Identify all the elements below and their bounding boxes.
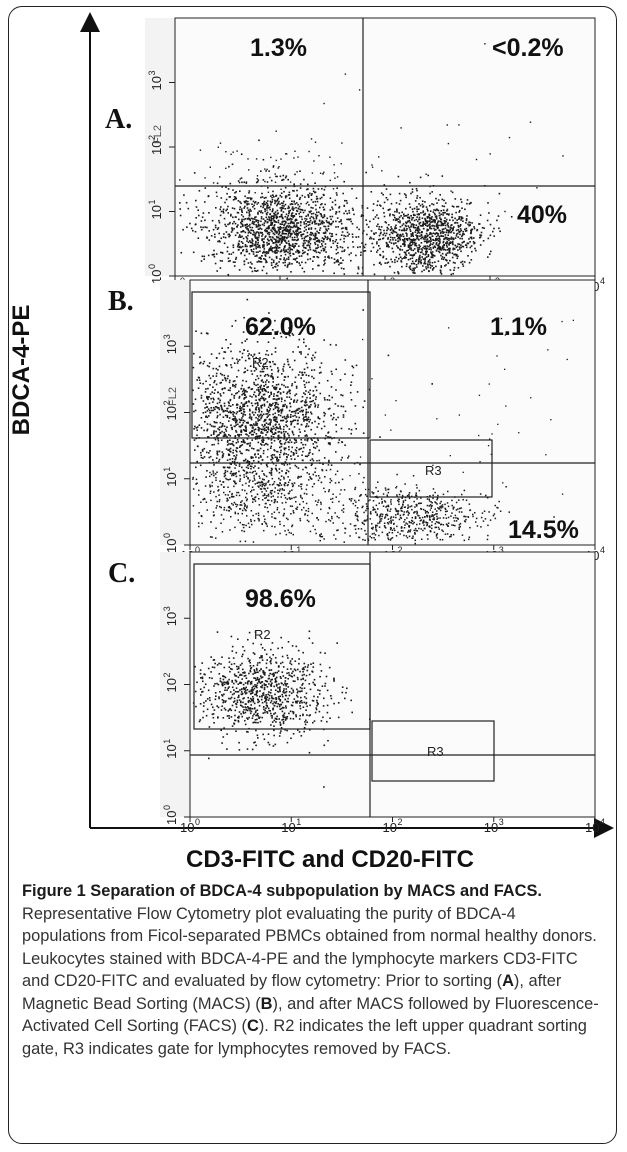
quadrant-lower-right-percent: 14.5% <box>508 516 579 544</box>
panel-b: R2R3B.62.0%1.1%14.5%100101102103FL210010… <box>108 279 605 563</box>
svg-text:0: 0 <box>147 264 157 269</box>
y-tick-label: 103 <box>162 606 179 626</box>
x-axis-title: CD3-FITC and CD20-FITC <box>186 846 474 873</box>
y-tick-label: 103 <box>162 334 179 354</box>
caption-ref-c: C <box>247 1017 259 1035</box>
caption-text-1: Representative Flow Cytometry plot evalu… <box>22 904 597 991</box>
y-tick-label: 100 <box>162 533 179 553</box>
caption-ref-a: A <box>502 972 514 990</box>
svg-text:10: 10 <box>149 141 164 155</box>
panel-label: B. <box>108 286 134 317</box>
caption-text-2: ), after Magnetic Bead Sorting (MACS) ( <box>22 972 562 1013</box>
y-tick-label: 101 <box>162 739 179 759</box>
quadrant-upper-left-percent: 1.3% <box>250 34 307 62</box>
caption-title: Figure 1 Separation of BDCA-4 subpopulat… <box>22 882 542 900</box>
event-dots <box>179 43 564 276</box>
y-channel-label: FL2 <box>152 125 164 144</box>
gate-label-r2: R2 <box>254 627 271 642</box>
gate-label-r3: R3 <box>425 463 442 478</box>
svg-text:10: 10 <box>149 205 164 219</box>
quadrant-upper-right-percent: <0.2% <box>492 34 564 62</box>
panel-a: A.1.3%<0.2%40%100101102103FL210010110210… <box>105 17 605 294</box>
panel-label: A. <box>105 104 132 135</box>
svg-text:3: 3 <box>147 70 157 75</box>
event-dots <box>192 298 574 545</box>
svg-text:10: 10 <box>149 76 164 90</box>
panel-c: R2 R3 C. 98.6% 100 101 102 103 10 0 10 1 10 2 10 3 10 4 <box>108 551 605 835</box>
svg-text:1: 1 <box>147 199 157 204</box>
quadrant-upper-left-percent: 98.6% <box>245 585 316 613</box>
quadrant-upper-right-percent: 1.1% <box>490 313 547 341</box>
y-tick-label: 103 <box>147 70 164 90</box>
gate-r2 <box>191 291 371 439</box>
gate-r2 <box>193 563 371 730</box>
y-tick-label: 101 <box>162 467 179 487</box>
y-tick-label: 102 <box>147 135 164 155</box>
quadrant-upper-left-percent: 62.0% <box>245 313 316 341</box>
caption-text-4: ). R2 indicates the left upper quadrant … <box>22 1017 587 1058</box>
panel-label: C. <box>108 558 135 589</box>
gate-r3 <box>371 720 495 782</box>
gate-label-r3: R3 <box>427 744 444 759</box>
y-tick-label: 102 <box>162 400 179 420</box>
svg-text:FL2: FL2 <box>152 125 164 144</box>
figure-caption: Figure 1 Separation of BDCA-4 subpopulat… <box>22 880 604 1060</box>
plot-frame <box>189 279 596 546</box>
svg-text:2: 2 <box>147 135 157 140</box>
quadrant-lower-right-percent: 40% <box>517 201 567 229</box>
y-tick-label: 100 <box>162 805 179 825</box>
y-tick-label: 102 <box>162 672 179 692</box>
gate-r3 <box>369 439 493 498</box>
y-axis-title: BDCA-4-PE <box>8 304 35 436</box>
caption-ref-b: B <box>260 994 273 1013</box>
svg-text:4: 4 <box>600 276 605 286</box>
y-channel-label: FL2 <box>167 387 179 406</box>
gate-label-r2: R2 <box>252 355 269 370</box>
event-dots <box>192 630 371 788</box>
y-tick-label: 101 <box>147 199 164 219</box>
caption-text-3: ), and after MACS followed by Fluorescen… <box>22 994 599 1036</box>
